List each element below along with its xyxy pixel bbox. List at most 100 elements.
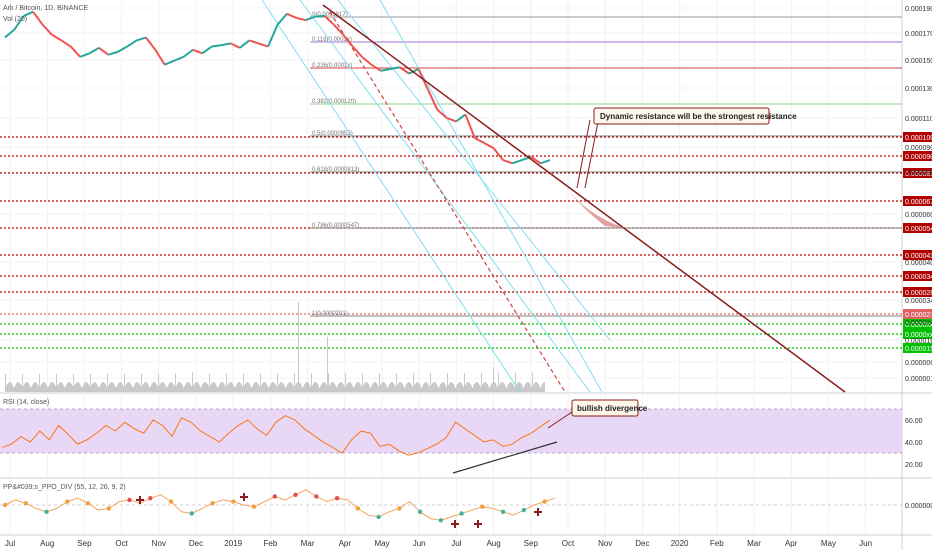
volume-bar xyxy=(236,384,237,392)
volume-bar xyxy=(447,372,448,392)
volume-bar xyxy=(55,385,56,392)
volume-bar xyxy=(471,385,472,392)
fib-label: 0.786(0.0000547) xyxy=(312,223,359,229)
volume-bar xyxy=(79,383,80,392)
price-segment xyxy=(117,45,128,53)
x-tick-label: Jun xyxy=(859,539,872,548)
divergence-annotation[interactable]: bullish divergence xyxy=(452,399,648,474)
ppo-indicator-label[interactable]: PP&#039;s_PPO_DIV (55, 12, 26, 9, 2) xyxy=(3,484,126,491)
x-tick-label: 2019 xyxy=(224,539,242,548)
level-badge-label: 0.0000547 xyxy=(905,226,932,233)
volume-bar xyxy=(15,384,16,392)
volume-bar xyxy=(44,382,45,392)
volume-bar xyxy=(154,382,155,392)
volume-bar xyxy=(111,382,112,392)
x-tick-label: May xyxy=(821,539,836,548)
volume-bar xyxy=(257,382,258,392)
volume-bar xyxy=(401,382,402,392)
volume-bar xyxy=(313,383,314,392)
resistance-annotation[interactable]: Dynamic resistance will be the strongest… xyxy=(593,107,797,125)
volume-bar xyxy=(166,387,167,392)
volume-bar xyxy=(303,386,304,392)
volume-bar xyxy=(497,386,498,392)
volume-bar xyxy=(419,383,420,392)
volume-bar xyxy=(333,382,334,392)
price-tick-label: 0.0001900 xyxy=(905,6,932,13)
volume-bar xyxy=(430,372,431,392)
volume-bar xyxy=(500,383,501,392)
volume-bar xyxy=(342,383,343,392)
volume-bar xyxy=(468,382,469,392)
volume-bar xyxy=(45,383,46,392)
rsi-pane: 60.00 40.00 20.00 xyxy=(0,408,923,469)
volume-bar xyxy=(318,385,319,392)
volume-bar xyxy=(118,383,119,392)
volume-bar xyxy=(339,382,340,392)
volume-bar xyxy=(349,382,350,392)
channel-line xyxy=(299,0,591,393)
volume-bar xyxy=(302,387,303,392)
volume-bar xyxy=(459,382,460,392)
price-segment xyxy=(502,159,513,165)
price-tick-label: 0.0001700 xyxy=(905,31,932,38)
level-badge-label: 0.0000150 xyxy=(905,346,932,353)
fib-label: 0.118(0.0001x) xyxy=(312,37,352,43)
volume-bar xyxy=(66,384,67,392)
volume-bar xyxy=(123,386,124,392)
volume-bar xyxy=(107,373,108,392)
volume-bar xyxy=(501,382,502,392)
volume-bar xyxy=(82,386,83,392)
level-badge xyxy=(903,329,932,339)
volume-bar xyxy=(157,386,158,392)
volume-bar xyxy=(254,382,255,392)
volume-bar xyxy=(398,383,399,392)
volume-bar xyxy=(181,383,182,392)
volume-bar xyxy=(207,384,208,392)
x-tick-label: Feb xyxy=(264,539,278,548)
volume-bar xyxy=(200,387,201,392)
volume-bar xyxy=(65,386,66,392)
volume-bar xyxy=(83,384,84,392)
volume-bar xyxy=(306,382,307,392)
price-segment xyxy=(4,28,16,39)
volume-bar xyxy=(32,384,33,392)
volume-bar xyxy=(467,382,468,392)
volume-bar xyxy=(161,382,162,392)
volume-bar xyxy=(540,387,541,392)
volume-bar xyxy=(334,383,335,392)
volume-bar xyxy=(330,383,331,392)
volume-bar xyxy=(223,382,224,392)
volume-bar xyxy=(478,383,479,392)
ppo-dot xyxy=(500,509,506,514)
volume-bar xyxy=(143,383,144,392)
volume-bar xyxy=(150,386,151,392)
volume-bar xyxy=(239,382,240,392)
symbol-title[interactable]: Ark / Bitcoin, 1D, BINANCE xyxy=(3,5,89,12)
level-badge xyxy=(903,271,932,281)
volume-bar xyxy=(155,382,156,392)
volume-bar xyxy=(406,384,407,392)
volume-bar xyxy=(124,373,125,392)
volume-indicator-label[interactable]: Vol (20) xyxy=(3,16,27,23)
volume-bar xyxy=(423,384,424,392)
volume-bar xyxy=(441,382,442,392)
rsi-indicator-label[interactable]: RSI (14, close) xyxy=(3,399,49,406)
volume-bar xyxy=(147,383,148,392)
volume-bar xyxy=(48,386,49,392)
dynamic-resistance-trendline[interactable] xyxy=(322,4,846,393)
volume-bar xyxy=(76,382,77,392)
volume-bar xyxy=(355,384,356,392)
volume-bar xyxy=(436,383,437,392)
price-segment xyxy=(13,15,25,31)
price-segment xyxy=(296,16,306,22)
volume-bar xyxy=(434,382,435,392)
volume-bar xyxy=(272,382,273,392)
volume-bar xyxy=(299,382,300,392)
volume-bar xyxy=(276,386,277,392)
volume-bar xyxy=(70,382,71,392)
volume-bar xyxy=(17,382,18,392)
volume-bar xyxy=(521,384,522,392)
volume-bar xyxy=(245,383,246,392)
volume-bar xyxy=(188,382,189,392)
